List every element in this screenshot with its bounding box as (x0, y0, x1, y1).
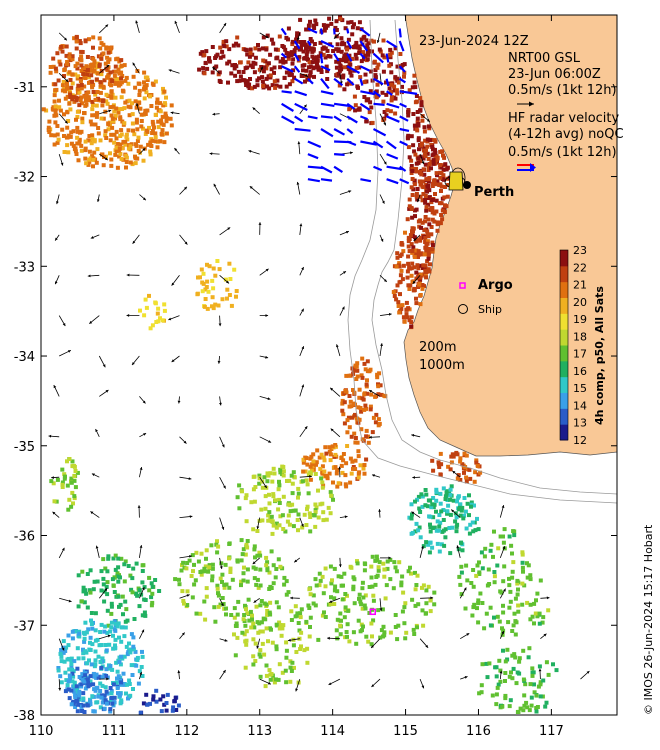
colorbar-tick-label: 22 (573, 261, 587, 274)
y-tick-label: -35 (14, 440, 35, 455)
colorbar-segment (560, 392, 568, 409)
colorbar-tick-label: 13 (573, 417, 587, 430)
x-tick-label: 115 (393, 724, 418, 739)
x-tick-label: 110 (29, 724, 54, 739)
colorbar-tick-label: 12 (573, 434, 587, 447)
axes: 110 111 112 113 114 115 116 117 -31 -32 -33 -34 -35 -… (14, 15, 617, 739)
colorbar-segment (560, 424, 568, 441)
colorbar-segment (560, 313, 568, 330)
gsl-time: 23-Jun 06:00Z (508, 67, 601, 82)
perth-marker (444, 167, 471, 191)
colorbar-segment (560, 345, 568, 362)
x-tick-label: 117 (539, 724, 564, 739)
gsl-scale-arrow (517, 101, 534, 107)
radar-label-line1: HF radar velocity (508, 111, 620, 126)
colorbar-tick-label: 18 (573, 330, 587, 343)
x-tick-label: 114 (320, 724, 345, 739)
argo-float-marker (369, 608, 376, 616)
x-tick-label: 113 (247, 724, 272, 739)
plot-frame (40, 14, 618, 716)
sst-patches (41, 15, 559, 715)
y-tick-label: -33 (14, 260, 35, 275)
colorbar-segment (560, 281, 568, 298)
colorbar-tick-label: 17 (573, 348, 587, 361)
argo-label: Argo (478, 278, 513, 293)
gsl-scale: 0.5m/s (1kt 12h) (508, 83, 617, 98)
isobath-1000m (347, 19, 617, 504)
colorbar-tick-label: 15 (573, 382, 587, 395)
x-tick-label: 111 (101, 724, 126, 739)
y-tick-label: -36 (14, 530, 35, 545)
credit-label: © IMOS 26-Jun-2024 15:17 Hobart (642, 524, 655, 715)
colorbar-tick-label: 21 (573, 279, 587, 292)
y-tick-label: -37 (14, 619, 35, 634)
colorbar-tick-label: 20 (573, 296, 587, 309)
colorbar: 23 22 21 20 19 18 17 16 15 14 13 12 (559, 244, 587, 447)
isobath-200m-label: 200m (419, 340, 456, 355)
isobath-200m (371, 19, 617, 495)
colorbar-segment (560, 408, 568, 425)
radar-scale: 0.5m/s (1kt 12h) (508, 145, 617, 160)
y-tick-label: -38 (14, 709, 35, 724)
y-tick-label: -31 (14, 81, 35, 96)
colorbar-frame (559, 249, 569, 441)
radar-scale-arrows (517, 163, 536, 172)
colorbar-tick-label: 19 (573, 313, 587, 326)
perth-label: Perth (474, 185, 514, 200)
colorbar-segment (560, 360, 568, 378)
colorbar-tick-label: 23 (573, 244, 587, 257)
x-tick-label: 116 (466, 724, 491, 739)
colorbar-tick-label: 14 (573, 399, 587, 412)
colorbar-segment (560, 376, 568, 393)
colorbar-segment (560, 329, 568, 346)
isobath-1000m-label: 1000m (419, 358, 465, 373)
gsl-title: NRT00 GSL (508, 51, 581, 66)
y-tick-label: -32 (14, 171, 35, 186)
ship-label: Ship (478, 303, 502, 316)
radar-vectors (280, 27, 418, 185)
timestamp-label: 23-Jun-2024 12Z (419, 34, 529, 49)
colorbar-segment (560, 265, 568, 283)
colorbar-title: 4h comp, p50, All Sats (593, 286, 606, 425)
y-tick-label: -34 (14, 350, 35, 365)
current-vectors (48, 20, 590, 692)
colorbar-tick-label: 16 (573, 365, 587, 378)
x-tick-label: 112 (174, 724, 199, 739)
argo-legend-marker (459, 282, 466, 289)
ship-legend-marker (458, 304, 468, 314)
colorbar-segment (560, 297, 568, 314)
radar-label-line2: (4-12h avg) noQC (508, 127, 624, 142)
colorbar-segment (560, 250, 568, 267)
